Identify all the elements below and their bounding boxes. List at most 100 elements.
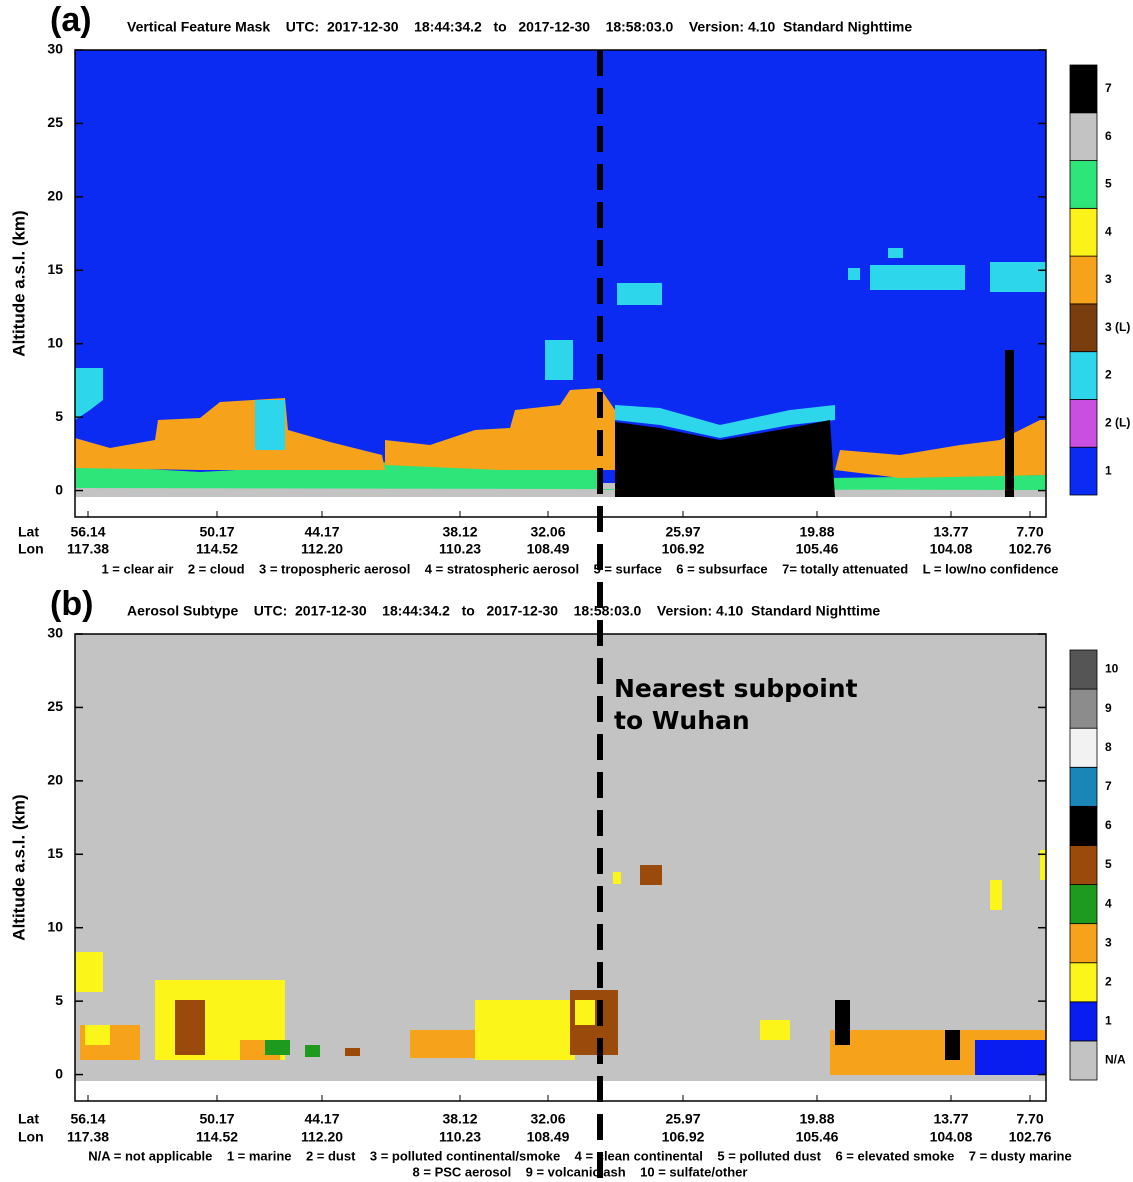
colorbar-label: 3 — [1105, 935, 1112, 949]
y-tick-label: 5 — [55, 992, 63, 1008]
colorbar-label: 2 (L) — [1105, 416, 1130, 430]
colorbar-swatch — [1069, 160, 1098, 209]
colorbar-swatch — [1069, 845, 1098, 885]
lat-tick-label: 13.77 — [933, 524, 968, 540]
lon-tick-label: 110.23 — [439, 541, 481, 557]
colorbar-swatch — [1069, 805, 1098, 846]
y-tick-label: 30 — [47, 625, 63, 641]
lon-tick-label: 117.38 — [67, 541, 109, 557]
lat-label: Lat — [18, 524, 39, 540]
y-tick-label: 5 — [55, 408, 63, 424]
colorbar-label: 2 — [1105, 974, 1112, 988]
colorbar-swatch — [1069, 1001, 1098, 1042]
lon-tick-label: 112.20 — [301, 541, 343, 557]
lon-label: Lon — [18, 541, 44, 557]
curtain-a — [75, 50, 1046, 497]
colorbar-label: 6 — [1105, 818, 1112, 832]
lat-tick-label: 19.88 — [799, 1111, 834, 1127]
colorbar-label: 3 — [1105, 272, 1112, 286]
y-tick-label: 25 — [47, 698, 63, 714]
colorbar-label: 1 — [1105, 463, 1112, 477]
lat-tick-label: 50.17 — [199, 1111, 234, 1127]
lat-tick-label: 38.12 — [442, 524, 477, 540]
colorbar-label: 7 — [1105, 81, 1112, 95]
colorbar-swatch — [1069, 923, 1098, 964]
chart-title: Vertical Feature Mask UTC: 2017-12-30 18… — [127, 19, 912, 35]
annotation: to Wuhan — [614, 706, 750, 735]
colorbar-swatch — [1069, 1040, 1098, 1081]
y-tick-label: 20 — [47, 772, 63, 788]
colorbar-label: 9 — [1105, 701, 1112, 715]
legend-text: 1 = clear air 2 = cloud 3 = tropospheric… — [101, 561, 1058, 576]
colorbar-swatch — [1069, 207, 1098, 257]
lon-tick-label: 104.08 — [930, 541, 973, 557]
colorbar-swatch — [1069, 64, 1098, 114]
lon-tick-label: 104.08 — [930, 1129, 973, 1145]
colorbar-swatch — [1069, 727, 1098, 768]
colorbar-label: 8 — [1105, 740, 1112, 754]
lon-tick-label: 110.23 — [439, 1129, 481, 1145]
y-tick-label: 15 — [47, 845, 63, 861]
y-tick-label: 10 — [47, 918, 63, 934]
colorbar-label: 4 — [1105, 896, 1112, 910]
lon-tick-label: 108.49 — [527, 541, 570, 557]
colorbar-swatch — [1069, 884, 1098, 925]
lat-tick-label: 25.97 — [665, 1111, 700, 1127]
chart-title: Aerosol Subtype UTC: 2017-12-30 18:44:34… — [127, 603, 880, 619]
y-axis-label: Altitude a.s.l. (km) — [9, 794, 28, 940]
colorbar-swatch — [1069, 766, 1098, 807]
lat-tick-label: 7.70 — [1016, 1111, 1043, 1127]
lat-tick-label: 44.17 — [304, 1111, 339, 1127]
curtain-b — [75, 634, 1046, 1081]
panel-label: (b) — [50, 585, 93, 623]
lon-tick-label: 102.76 — [1009, 1129, 1052, 1145]
y-tick-label: 15 — [47, 261, 63, 277]
colorbar-label: N/A — [1105, 1053, 1126, 1067]
below-ground — [75, 1082, 1046, 1101]
lat-label: Lat — [18, 1111, 39, 1127]
plot-frame — [74, 49, 1047, 518]
colorbar-swatch — [1069, 399, 1098, 448]
lat-tick-label: 44.17 — [304, 524, 339, 540]
y-tick-label: 0 — [55, 481, 63, 497]
y-tick-label: 10 — [47, 334, 63, 350]
panel-label: (a) — [50, 1, 92, 39]
lon-tick-label: 114.52 — [196, 1129, 238, 1145]
lat-tick-label: 50.17 — [199, 524, 234, 540]
colorbar-label: 5 — [1105, 177, 1112, 191]
lat-tick-label: 7.70 — [1016, 524, 1043, 540]
colorbar-swatch — [1069, 112, 1098, 161]
colorbar-swatch — [1069, 303, 1098, 353]
lon-tick-label: 106.92 — [662, 1129, 705, 1145]
colorbar-label: 1 — [1105, 1014, 1112, 1028]
y-tick-label: 25 — [47, 114, 63, 130]
lon-tick-label: 105.46 — [796, 1129, 839, 1145]
annotation: Nearest subpoint — [614, 674, 858, 703]
colorbar-label: 7 — [1105, 779, 1112, 793]
y-tick-label: 30 — [47, 41, 63, 57]
lat-tick-label: 32.06 — [530, 1111, 565, 1127]
lat-tick-label: 25.97 — [665, 524, 700, 540]
colorbar-swatch — [1069, 351, 1098, 400]
lat-tick-label: 38.12 — [442, 1111, 477, 1127]
colorbar-label: 6 — [1105, 129, 1112, 143]
colorbar-label: 5 — [1105, 857, 1112, 871]
lon-tick-label: 105.46 — [796, 541, 839, 557]
plot-frame — [74, 633, 1047, 1102]
colorbar-label: 2 — [1105, 368, 1112, 382]
lat-tick-label: 13.77 — [933, 1111, 968, 1127]
colorbar-label: 10 — [1105, 662, 1119, 676]
y-tick-label: 0 — [55, 1065, 63, 1081]
lon-tick-label: 112.20 — [301, 1129, 343, 1145]
lon-tick-label: 117.38 — [67, 1129, 109, 1145]
colorbar-label: 3 (L) — [1105, 320, 1130, 334]
lon-tick-label: 108.49 — [527, 1129, 570, 1145]
legend-text: 8 = PSC aerosol 9 = volcanic ash 10 = su… — [413, 1164, 748, 1179]
colorbar-swatch — [1069, 962, 1098, 1003]
colorbar-swatch — [1069, 649, 1098, 690]
lon-tick-label: 114.52 — [196, 541, 238, 557]
lat-tick-label: 32.06 — [530, 524, 565, 540]
y-axis-label: Altitude a.s.l. (km) — [9, 210, 28, 356]
lon-tick-label: 106.92 — [662, 541, 705, 557]
